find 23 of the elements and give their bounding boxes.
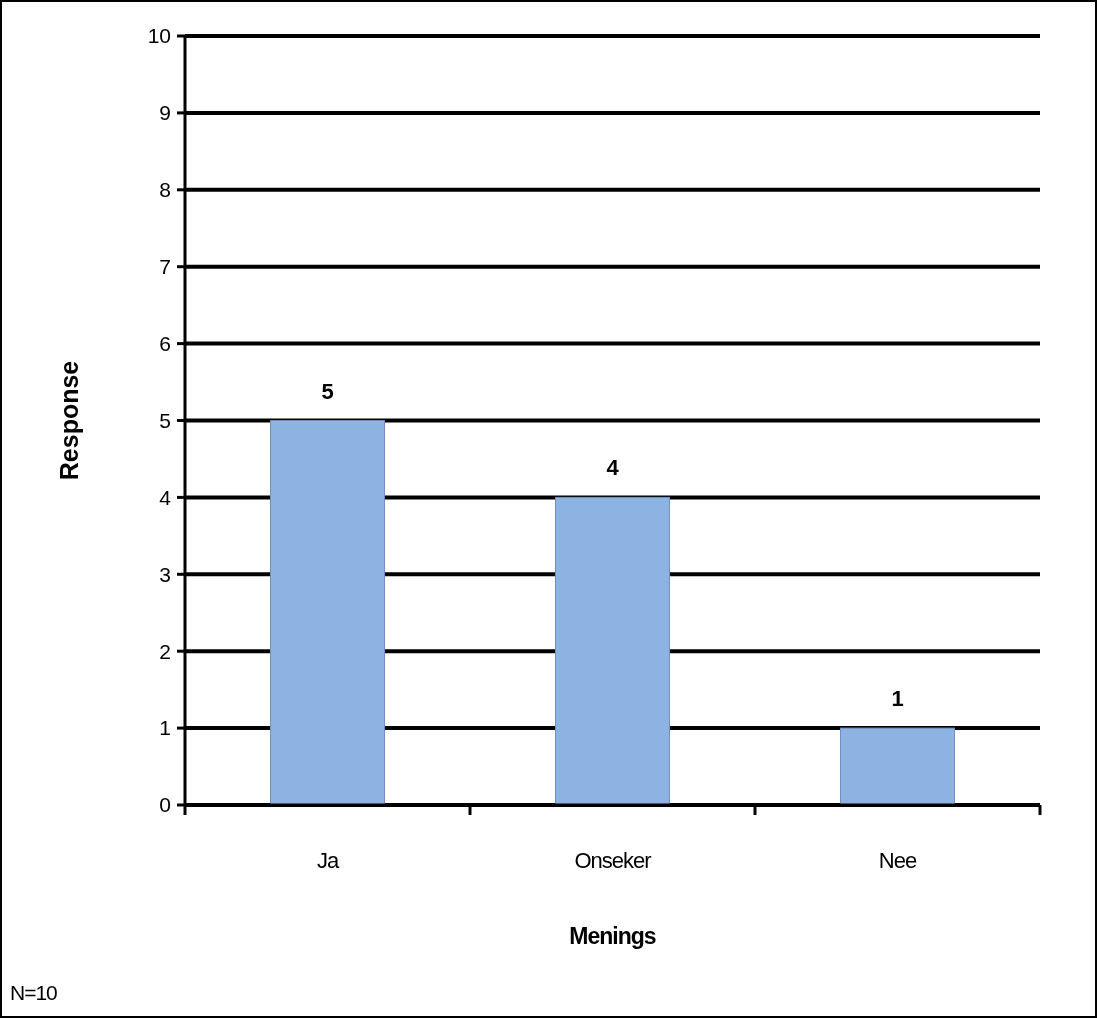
y-tick-label: 3: [159, 562, 171, 586]
x-tick-label: Onseker: [574, 848, 652, 873]
text: N=10: [10, 981, 58, 1004]
y-tick-label: 9: [159, 101, 171, 125]
x-tick-label: Nee: [878, 848, 917, 873]
data-label: 4: [606, 455, 620, 481]
data-label: 5: [321, 378, 334, 404]
bar: [270, 420, 385, 806]
y-tick-label: 2: [159, 639, 171, 663]
y-axis-title: Response: [55, 360, 83, 481]
y-tick-label: 6: [159, 331, 171, 355]
data-label: 1: [891, 686, 904, 712]
x-tick-label: Ja: [316, 848, 340, 873]
y-tick-label: 5: [159, 408, 171, 432]
y-tick-label: 8: [159, 178, 171, 202]
y-tick-label: 7: [159, 255, 171, 279]
bar: [840, 727, 955, 806]
y-tick-label: 10: [147, 24, 171, 48]
x-axis-title: Menings: [569, 923, 656, 949]
y-tick-label: 0: [159, 793, 171, 817]
y-tick-label: 1: [159, 716, 171, 740]
y-tick-label: 4: [159, 485, 172, 509]
bar: [555, 496, 670, 806]
